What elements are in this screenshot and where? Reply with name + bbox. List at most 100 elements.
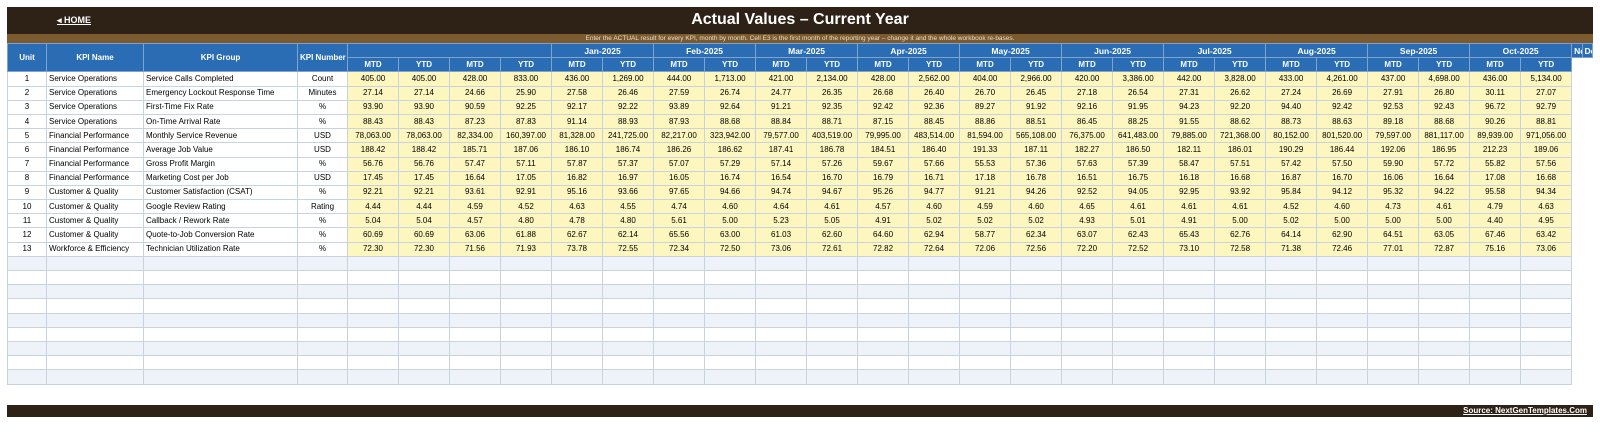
ytd-value-cell[interactable]: 62.76 bbox=[1214, 227, 1267, 243]
mtd-value-cell[interactable]: 4.52 bbox=[1265, 199, 1318, 215]
ytd-value-cell[interactable]: 63.05 bbox=[1418, 227, 1471, 243]
empty-cell[interactable] bbox=[1265, 340, 1318, 357]
empty-cell[interactable] bbox=[704, 355, 757, 371]
empty-cell[interactable] bbox=[601, 369, 655, 385]
empty-cell[interactable] bbox=[1520, 269, 1573, 286]
mtd-value-cell[interactable]: 4.74 bbox=[653, 199, 706, 215]
mtd-value-cell[interactable]: 16.18 bbox=[1163, 170, 1216, 186]
empty-cell[interactable] bbox=[347, 326, 399, 342]
ytd-value-cell[interactable]: 4.55 bbox=[601, 199, 655, 215]
ytd-value-cell[interactable]: 3,386.00 bbox=[1112, 71, 1165, 87]
mtd-value-cell[interactable]: 60.69 bbox=[347, 227, 399, 243]
ytd-value-cell[interactable]: 57.26 bbox=[806, 156, 859, 172]
empty-cell[interactable] bbox=[1061, 312, 1114, 328]
empty-cell[interactable] bbox=[601, 326, 655, 342]
empty-cell[interactable] bbox=[1469, 255, 1522, 272]
mtd-value-cell[interactable]: 93.61 bbox=[449, 184, 501, 201]
ytd-value-cell[interactable]: 5.02 bbox=[908, 213, 961, 229]
mtd-value-cell[interactable]: 93.90 bbox=[347, 99, 399, 115]
ytd-value-cell[interactable]: 88.51 bbox=[1010, 113, 1063, 130]
mtd-value-cell[interactable]: 89.18 bbox=[1367, 113, 1420, 130]
ytd-value-cell[interactable]: 72.58 bbox=[1214, 241, 1267, 257]
mtd-value-cell[interactable]: 16.51 bbox=[1061, 170, 1114, 186]
mtd-value-cell[interactable]: 16.87 bbox=[1265, 170, 1318, 186]
ytd-value-cell[interactable]: 721,368.00 bbox=[1214, 128, 1267, 144]
mtd-value-cell[interactable]: 80,152.00 bbox=[1265, 128, 1318, 144]
mtd-value-cell[interactable]: 212.23 bbox=[1469, 142, 1522, 158]
empty-cell[interactable] bbox=[7, 355, 47, 371]
ytd-value-cell[interactable]: 27.07 bbox=[1520, 85, 1573, 101]
ytd-value-cell[interactable]: 62.34 bbox=[1010, 227, 1063, 243]
mtd-value-cell[interactable]: 186.10 bbox=[551, 142, 603, 158]
empty-cell[interactable] bbox=[1265, 326, 1318, 342]
ytd-value-cell[interactable]: 26.69 bbox=[1316, 85, 1369, 101]
ytd-value-cell[interactable]: 186.40 bbox=[908, 142, 961, 158]
mtd-value-cell[interactable]: 91.14 bbox=[551, 113, 603, 130]
mtd-value-cell[interactable]: 442.00 bbox=[1163, 71, 1216, 87]
ytd-value-cell[interactable]: 63.42 bbox=[1520, 227, 1573, 243]
empty-cell[interactable] bbox=[857, 355, 910, 371]
empty-cell[interactable] bbox=[1265, 284, 1318, 300]
empty-cell[interactable] bbox=[704, 326, 757, 342]
empty-cell[interactable] bbox=[1061, 326, 1114, 342]
mtd-value-cell[interactable]: 92.95 bbox=[1163, 184, 1216, 201]
empty-cell[interactable] bbox=[1367, 340, 1420, 357]
empty-cell[interactable] bbox=[500, 326, 552, 342]
mtd-value-cell[interactable]: 92.16 bbox=[1061, 99, 1114, 115]
empty-cell[interactable] bbox=[449, 326, 501, 342]
ytd-value-cell[interactable]: 4.60 bbox=[908, 199, 961, 215]
mtd-value-cell[interactable]: 4.44 bbox=[347, 199, 399, 215]
empty-cell[interactable] bbox=[297, 340, 348, 357]
ytd-value-cell[interactable]: 57.66 bbox=[908, 156, 961, 172]
empty-cell[interactable] bbox=[806, 298, 859, 314]
empty-cell[interactable] bbox=[143, 369, 298, 385]
empty-cell[interactable] bbox=[347, 369, 399, 385]
mtd-value-cell[interactable]: 76,375.00 bbox=[1061, 128, 1114, 144]
empty-cell[interactable] bbox=[908, 355, 961, 371]
empty-cell[interactable] bbox=[551, 340, 603, 357]
ytd-value-cell[interactable]: 57.36 bbox=[1010, 156, 1063, 172]
empty-cell[interactable] bbox=[1316, 340, 1369, 357]
ytd-value-cell[interactable]: 26.74 bbox=[704, 85, 757, 101]
mtd-value-cell[interactable]: 16.82 bbox=[551, 170, 603, 186]
ytd-value-cell[interactable]: 94.22 bbox=[1418, 184, 1471, 201]
ytd-value-cell[interactable]: 88.63 bbox=[1316, 113, 1369, 130]
mtd-value-cell[interactable]: 87.15 bbox=[857, 113, 910, 130]
empty-cell[interactable] bbox=[704, 269, 757, 286]
empty-cell[interactable] bbox=[1418, 298, 1471, 314]
empty-cell[interactable] bbox=[1367, 284, 1420, 300]
ytd-value-cell[interactable]: 833.00 bbox=[500, 71, 552, 87]
empty-cell[interactable] bbox=[959, 312, 1012, 328]
mtd-value-cell[interactable]: 94.74 bbox=[755, 184, 808, 201]
empty-cell[interactable] bbox=[143, 355, 298, 371]
empty-cell[interactable] bbox=[908, 269, 961, 286]
mtd-value-cell[interactable]: 97.65 bbox=[653, 184, 706, 201]
mtd-value-cell[interactable]: 92.52 bbox=[1061, 184, 1114, 201]
mtd-value-cell[interactable]: 57.42 bbox=[1265, 156, 1318, 172]
ytd-value-cell[interactable]: 62.90 bbox=[1316, 227, 1369, 243]
mtd-value-cell[interactable]: 71.56 bbox=[449, 241, 501, 257]
empty-cell[interactable] bbox=[806, 255, 859, 272]
empty-cell[interactable] bbox=[500, 255, 552, 272]
ytd-value-cell[interactable]: 26.45 bbox=[1010, 85, 1063, 101]
empty-cell[interactable] bbox=[46, 369, 144, 385]
empty-cell[interactable] bbox=[806, 284, 859, 300]
mtd-value-cell[interactable]: 92.21 bbox=[347, 184, 399, 201]
empty-cell[interactable] bbox=[551, 369, 603, 385]
empty-cell[interactable] bbox=[1163, 369, 1216, 385]
ytd-value-cell[interactable]: 94.05 bbox=[1112, 184, 1165, 201]
mtd-value-cell[interactable]: 191.33 bbox=[959, 142, 1012, 158]
ytd-value-cell[interactable]: 187.06 bbox=[500, 142, 552, 158]
empty-cell[interactable] bbox=[1010, 369, 1063, 385]
ytd-value-cell[interactable]: 57.29 bbox=[704, 156, 757, 172]
mtd-value-cell[interactable]: 4.73 bbox=[1367, 199, 1420, 215]
empty-cell[interactable] bbox=[449, 298, 501, 314]
empty-cell[interactable] bbox=[347, 298, 399, 314]
empty-cell[interactable] bbox=[46, 284, 144, 300]
empty-cell[interactable] bbox=[1061, 355, 1114, 371]
mtd-value-cell[interactable]: 92.42 bbox=[857, 99, 910, 115]
ytd-value-cell[interactable]: 25.90 bbox=[500, 85, 552, 101]
ytd-value-cell[interactable]: 5.05 bbox=[806, 213, 859, 229]
empty-cell[interactable] bbox=[806, 340, 859, 357]
ytd-value-cell[interactable]: 5.00 bbox=[1316, 213, 1369, 229]
